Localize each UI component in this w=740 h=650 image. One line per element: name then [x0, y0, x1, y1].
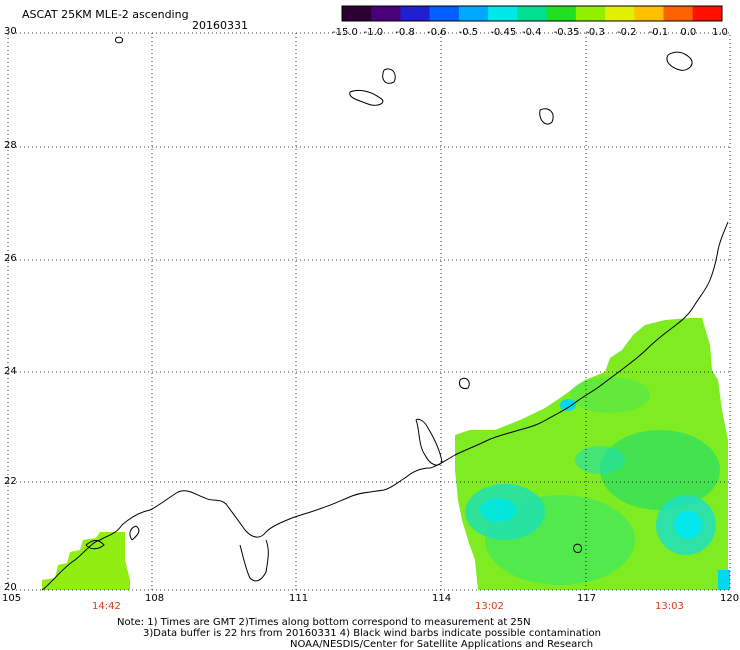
colorbar-swatch	[517, 6, 548, 21]
colorbar-label: 0.0	[680, 27, 697, 38]
lon-label: 105	[2, 593, 22, 604]
colorbar-swatch	[458, 6, 489, 21]
pass-time: 13:03	[655, 601, 684, 612]
wind-data-field	[42, 318, 730, 590]
colorbar-border	[341, 5, 723, 22]
field-patch	[560, 399, 576, 411]
field-patch	[570, 377, 650, 413]
map-title: ASCAT 25KM MLE-2 ascending	[22, 8, 189, 21]
lon-label: 117	[577, 593, 597, 604]
colorbar-swatch	[663, 6, 694, 21]
colorbar-label: -0.45	[490, 27, 517, 38]
field-patch	[718, 570, 730, 590]
colorbar-label: -15.0	[332, 27, 358, 38]
lat-label: 20	[4, 582, 17, 593]
colorbar-label: -0.35	[553, 27, 580, 38]
lat-label: 26	[4, 253, 17, 264]
colorbar-label: -0.1	[648, 27, 669, 38]
coastline	[41, 36, 729, 591]
colorbar-label: -0.3	[585, 27, 605, 38]
colorbar-swatch	[400, 6, 431, 21]
colorbar-swatch	[546, 6, 577, 21]
colorbar-label: -0.5	[458, 27, 479, 38]
colorbar-label: -0.2	[617, 27, 637, 38]
lat-label: 28	[4, 140, 17, 151]
colorbar-swatch	[429, 6, 460, 21]
colorbar-label: -1.0	[363, 27, 384, 38]
lat-label: 30	[4, 26, 17, 37]
colorbar-label: -0.8	[395, 27, 415, 38]
pass-time: 14:42	[92, 601, 121, 612]
colorbar-label: -0.6	[427, 27, 447, 38]
colorbar-swatch	[692, 6, 723, 21]
lon-label: 108	[145, 593, 165, 604]
colorbar-swatch	[488, 6, 518, 21]
colorbar-swatch	[634, 6, 665, 21]
note-line-1: Note: 1) Times are GMT 2)Times along bot…	[117, 617, 531, 628]
colorbar-swatch	[575, 6, 606, 21]
colorbar-swatch	[605, 6, 635, 21]
field-patch	[480, 498, 516, 522]
map-frame	[7, 32, 731, 591]
lat-label: 24	[4, 366, 17, 377]
note-line-3: NOAA/NESDIS/Center for Satellite Applica…	[290, 639, 594, 650]
colorbar-label: -0.4	[522, 27, 542, 38]
swath-west	[42, 532, 130, 590]
lat-label: 22	[4, 476, 17, 487]
map-gridlines	[7, 32, 731, 591]
colorbar-swatch	[342, 6, 372, 21]
map-date: 20160331	[192, 19, 248, 32]
colorbar-label: 1.0	[712, 27, 728, 38]
field-patch	[674, 511, 702, 539]
colorbar-swatch	[371, 6, 401, 21]
lon-label: 111	[289, 593, 309, 604]
colorbar-scale	[341, 5, 723, 22]
field-patch	[600, 430, 720, 510]
lon-label: 114	[432, 593, 452, 604]
lon-label: 120	[720, 593, 740, 604]
field-patch	[575, 446, 625, 474]
note-line-2: 3)Data buffer is 22 hrs from 20160331 4)…	[143, 628, 601, 639]
pass-time: 13:02	[475, 601, 504, 612]
